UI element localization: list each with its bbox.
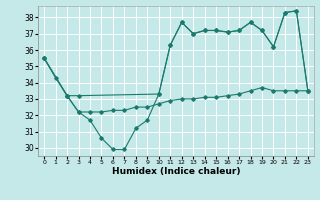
X-axis label: Humidex (Indice chaleur): Humidex (Indice chaleur) [112,167,240,176]
